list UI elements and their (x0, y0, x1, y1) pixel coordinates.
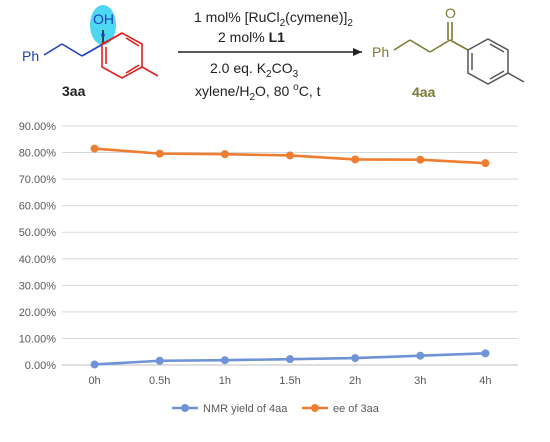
y-tick-label: 90.00% (19, 121, 57, 133)
legend: NMR yield of 4aa ee of 3aa (172, 403, 380, 415)
series-1-point (416, 351, 425, 360)
reactant-structure: Ph OH 3aa (22, 5, 159, 99)
x-tick-label: 4h (479, 375, 491, 387)
reaction-conditions: 1 mol% [RuCl2(cymene)]2 2 mol% L1 2.0 eq… (178, 9, 362, 103)
series-1-point (351, 354, 360, 363)
ketone-oxygen-label: O (445, 5, 456, 21)
x-tick-label: 0h (88, 375, 100, 387)
solvent-text: xylene/H2O, 80 oC, t (195, 82, 321, 103)
reactant-label: 3aa (62, 83, 86, 99)
y-tick-label: 20.00% (19, 307, 57, 319)
product-structure: Ph O 4aa (372, 5, 525, 100)
arrow-head (353, 48, 362, 56)
hydroxyl-highlight (90, 5, 116, 45)
series-layer (90, 144, 490, 369)
series-2-point (481, 159, 490, 168)
x-tick-label: 0.5h (149, 375, 170, 387)
x-tick-label: 1h (219, 375, 231, 387)
product-ph-label: Ph (372, 44, 389, 60)
legend-entry: NMR yield of 4aa (203, 403, 288, 415)
x-tick-label: 1.5h (279, 375, 300, 387)
y-tick-label: 0.00% (25, 360, 56, 372)
x-axis-ticks: 0h 0.5h 1h 1.5h 2h 3h 4h (88, 375, 491, 387)
y-tick-label: 40.00% (19, 254, 57, 266)
catalyst-text: 1 mol% [RuCl2(cymene)]2 (194, 9, 353, 29)
series-2-point (90, 144, 99, 153)
legend-swatch-marker (311, 404, 319, 412)
legend-swatch-marker (181, 404, 189, 412)
series-2-point (220, 150, 229, 159)
radical-dot (101, 33, 105, 37)
series-2-point (351, 155, 360, 164)
y-tick-label: 50.00% (19, 227, 57, 239)
series-1-point (220, 356, 229, 365)
reaction-scheme: Ph OH 3aa 1 mol% [RuCl2(cymene)]2 2 mol%… (22, 5, 525, 103)
series-1-point (90, 360, 99, 369)
base-text: 2.0 eq. K2CO3 (210, 60, 299, 80)
x-tick-label: 3h (414, 375, 426, 387)
x-tick-label: 2h (349, 375, 361, 387)
y-tick-label: 60.00% (19, 201, 57, 213)
product-label: 4aa (412, 84, 436, 100)
series-2-point (416, 155, 425, 164)
hydroxyl-label: OH (93, 11, 114, 27)
series-1-point (481, 349, 490, 358)
y-axis-ticks: 0.00% 10.00% 20.00% 30.00% 40.00% 50.00% 60.00… (19, 121, 57, 372)
y-tick-label: 80.00% (19, 148, 57, 160)
y-tick-label: 10.00% (19, 333, 57, 345)
y-tick-label: 30.00% (19, 280, 57, 292)
reactant-ph-label: Ph (22, 48, 39, 64)
line-chart: 0.00% 10.00% 20.00% 30.00% 40.00% 50.00% 60.00… (19, 121, 518, 415)
series-1-point (155, 356, 164, 365)
ligand-text: 2 mol% L1 (218, 29, 285, 45)
y-tick-label: 70.00% (19, 174, 57, 186)
legend-entry: ee of 3aa (333, 403, 380, 415)
series-2-point (155, 149, 164, 158)
series-2-point (286, 151, 294, 160)
series-1-point (286, 355, 294, 364)
